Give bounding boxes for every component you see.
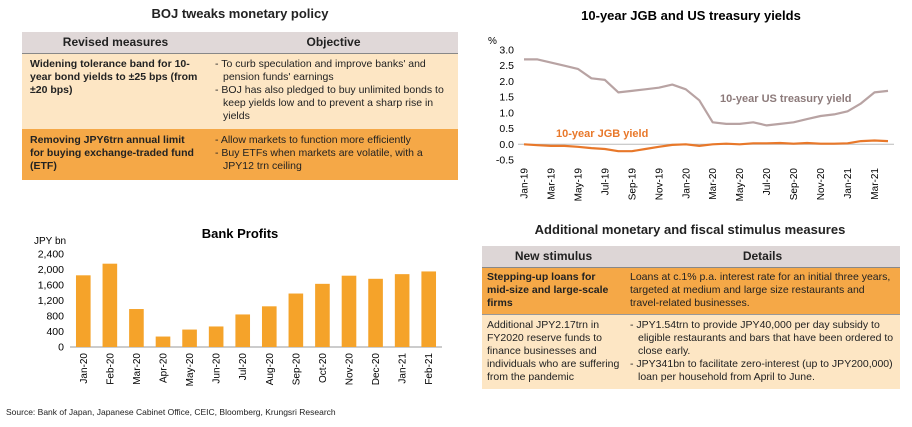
bar <box>261 306 277 347</box>
x-tick-label: Mar-21 <box>870 168 881 200</box>
bar <box>341 275 357 347</box>
bar <box>155 336 171 347</box>
list-item: - To curb speculation and improve banks'… <box>215 58 426 83</box>
x-tick-label: Jan-21 <box>398 353 409 384</box>
bar <box>182 329 197 347</box>
bank-chart-title: Bank Profits <box>202 226 279 241</box>
list-item: - JPY341bn to facilitate zero-interest (… <box>630 358 893 383</box>
jgb-yield-line <box>523 139 889 153</box>
us-series-label: 10-year US treasury yield <box>720 93 851 105</box>
stimulus-table: New stimulus Details Stepping-up loans f… <box>482 246 900 389</box>
table-row: Widening tolerance band for 10-year bond… <box>22 53 458 129</box>
bar <box>208 326 224 347</box>
stimulus-measure-2: Additional JPY2.17trn in FY2020 reserve … <box>482 314 625 389</box>
table-row: Removing JPY6trn annual limit for buying… <box>22 129 458 180</box>
x-tick-label: May-20 <box>185 353 196 387</box>
x-tick-label: Nov-19 <box>654 168 665 201</box>
bar <box>288 293 304 347</box>
x-tick-label: Jul-20 <box>762 168 773 196</box>
x-tick-label: Aug-20 <box>265 353 276 386</box>
y-tick-label: 1.0 <box>499 107 514 119</box>
y-tick-label: 2.0 <box>499 76 514 88</box>
x-tick-label: Feb-20 <box>105 353 116 385</box>
bar <box>368 278 383 347</box>
boj-header-objective: Objective <box>209 32 458 54</box>
x-tick-label: Mar-20 <box>708 168 719 200</box>
x-tick-label: May-19 <box>573 168 584 202</box>
y-tick-label: 1,600 <box>38 280 64 292</box>
x-tick-label: Feb-21 <box>424 353 435 385</box>
boj-table: Revised measures Objective Widening tole… <box>22 32 458 180</box>
bar <box>235 314 251 347</box>
y-tick-label: 0.5 <box>499 123 514 135</box>
stimulus-title: Additional monetary and fiscal stimulus … <box>534 222 846 237</box>
y-tick-label: 3.0 <box>499 45 514 57</box>
bar <box>394 274 410 347</box>
y-tick-label: 0 <box>58 342 64 354</box>
x-tick-label: Jul-20 <box>238 353 249 381</box>
y-tick-label: 400 <box>46 326 64 338</box>
bar <box>315 283 330 347</box>
yields-chart: 10-year JGB and US treasury yields % -0.… <box>488 8 894 202</box>
list-item: - Buy ETFs when markets are volatile, wi… <box>215 147 423 172</box>
y-tick-label: 1.5 <box>499 92 514 104</box>
x-tick-label: Mar-19 <box>546 168 557 200</box>
bar <box>75 275 91 347</box>
x-tick-label: Nov-20 <box>345 353 356 386</box>
boj-title: BOJ tweaks monetary policy <box>151 6 329 21</box>
bar <box>421 271 437 347</box>
bank-chart-ylabel: JPY bn <box>34 236 66 247</box>
x-tick-label: Sep-19 <box>627 168 638 201</box>
jgb-series-label: 10-year JGB yield <box>556 128 648 140</box>
table-row: Stepping-up loans for mid-size and large… <box>482 267 900 315</box>
y-tick-label: 1,200 <box>38 295 64 307</box>
y-tick-label: 2,000 <box>38 264 64 276</box>
stimulus-header-details: Details <box>625 246 900 268</box>
x-tick-label: Jan-19 <box>520 168 531 199</box>
list-item: - Allow markets to function more efficie… <box>215 134 411 146</box>
y-tick-label: 2.5 <box>499 60 514 72</box>
x-tick-label: Jul-19 <box>600 168 611 196</box>
stimulus-details-2: - JPY1.54trn to provide JPY40,000 per da… <box>625 314 900 389</box>
x-tick-label: Dec-20 <box>371 353 382 386</box>
table-row: Additional JPY2.17trn in FY2020 reserve … <box>482 314 900 389</box>
yield-chart-title: 10-year JGB and US treasury yields <box>581 8 801 23</box>
bank-profits-chart: Bank Profits JPY bn 0 400 800 1,200 1,600 2,0… <box>34 226 442 387</box>
stimulus-header-new: New stimulus <box>482 246 625 268</box>
x-tick-label: Nov-20 <box>816 168 827 201</box>
y-tick-label: -0.5 <box>496 155 514 167</box>
y-tick-label: 0.0 <box>499 139 514 151</box>
x-tick-label: Mar-20 <box>132 353 143 385</box>
us-yield-line <box>524 58 889 127</box>
boj-measure-1: Widening tolerance band for 10-year bond… <box>22 53 209 129</box>
boj-objective-1: - To curb speculation and improve banks'… <box>209 53 458 129</box>
boj-measure-2: Removing JPY6trn annual limit for buying… <box>22 129 209 180</box>
x-tick-label: Jun-20 <box>212 353 223 384</box>
list-item: - JPY1.54trn to provide JPY40,000 per da… <box>630 319 894 357</box>
source-note: Source: Bank of Japan, Japanese Cabinet … <box>6 407 336 417</box>
x-tick-label: Apr-20 <box>159 353 170 383</box>
y-tick-label: 2,400 <box>38 249 64 261</box>
boj-objective-2: - Allow markets to function more efficie… <box>209 129 458 180</box>
x-tick-label: Oct-20 <box>318 353 329 383</box>
y-tick-label: 800 <box>46 311 64 323</box>
bar <box>129 309 144 347</box>
bar <box>102 263 118 347</box>
boj-header-measures: Revised measures <box>22 32 209 54</box>
x-tick-label: Jan-20 <box>79 353 90 384</box>
stimulus-details-1: Loans at c.1% p.a. interest rate for an … <box>625 267 900 315</box>
x-tick-label: Sep-20 <box>291 353 302 386</box>
yield-chart-ylabel: % <box>488 36 497 47</box>
x-tick-label: Jan-21 <box>843 168 854 199</box>
x-tick-label: Sep-20 <box>789 168 800 201</box>
x-tick-label: May-20 <box>735 168 746 202</box>
stimulus-measure-1: Stepping-up loans for mid-size and large… <box>482 267 625 315</box>
list-item: - BOJ has also pledged to buy unlimited … <box>215 84 444 122</box>
x-tick-label: Jan-20 <box>681 168 692 199</box>
